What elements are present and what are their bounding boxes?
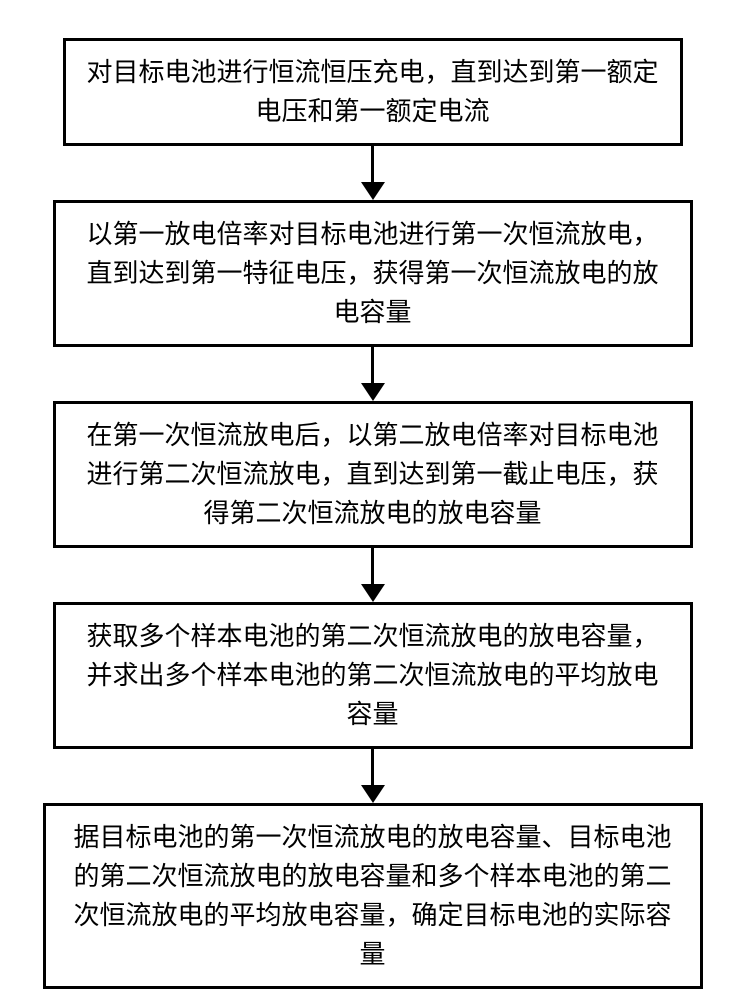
flowchart-node-step4: 获取多个样本电池的第二次恒流放电的放电容量，并求出多个样本电池的第二次恒流放电的…: [53, 602, 693, 749]
flowchart-arrow: [361, 548, 385, 602]
flowchart-arrow: [361, 347, 385, 401]
flowchart-arrow: [361, 749, 385, 803]
node-text: 以第一放电倍率对目标电池进行第一次恒流放电，直到达到第一特征电压，获得第一次恒流…: [76, 215, 670, 332]
node-text: 在第一次恒流放电后，以第二放电倍率对目标电池进行第二次恒流放电，直到达到第一截止…: [76, 416, 670, 533]
flowchart-node-step2: 以第一放电倍率对目标电池进行第一次恒流放电，直到达到第一特征电压，获得第一次恒流…: [53, 200, 693, 347]
node-text: 对目标电池进行恒流恒压充电，直到达到第一额定电压和第一额定电流: [86, 53, 660, 131]
flowchart-node-step3: 在第一次恒流放电后，以第二放电倍率对目标电池进行第二次恒流放电，直到达到第一截止…: [53, 401, 693, 548]
flowchart-arrow: [361, 146, 385, 200]
node-text: 据目标电池的第一次恒流放电的放电容量、目标电池的第二次恒流放电的放电容量和多个样…: [66, 818, 680, 974]
flowchart-node-step5: 据目标电池的第一次恒流放电的放电容量、目标电池的第二次恒流放电的放电容量和多个样…: [43, 803, 703, 989]
node-text: 获取多个样本电池的第二次恒流放电的放电容量，并求出多个样本电池的第二次恒流放电的…: [76, 617, 670, 734]
flowchart-node-step1: 对目标电池进行恒流恒压充电，直到达到第一额定电压和第一额定电流: [63, 38, 683, 146]
